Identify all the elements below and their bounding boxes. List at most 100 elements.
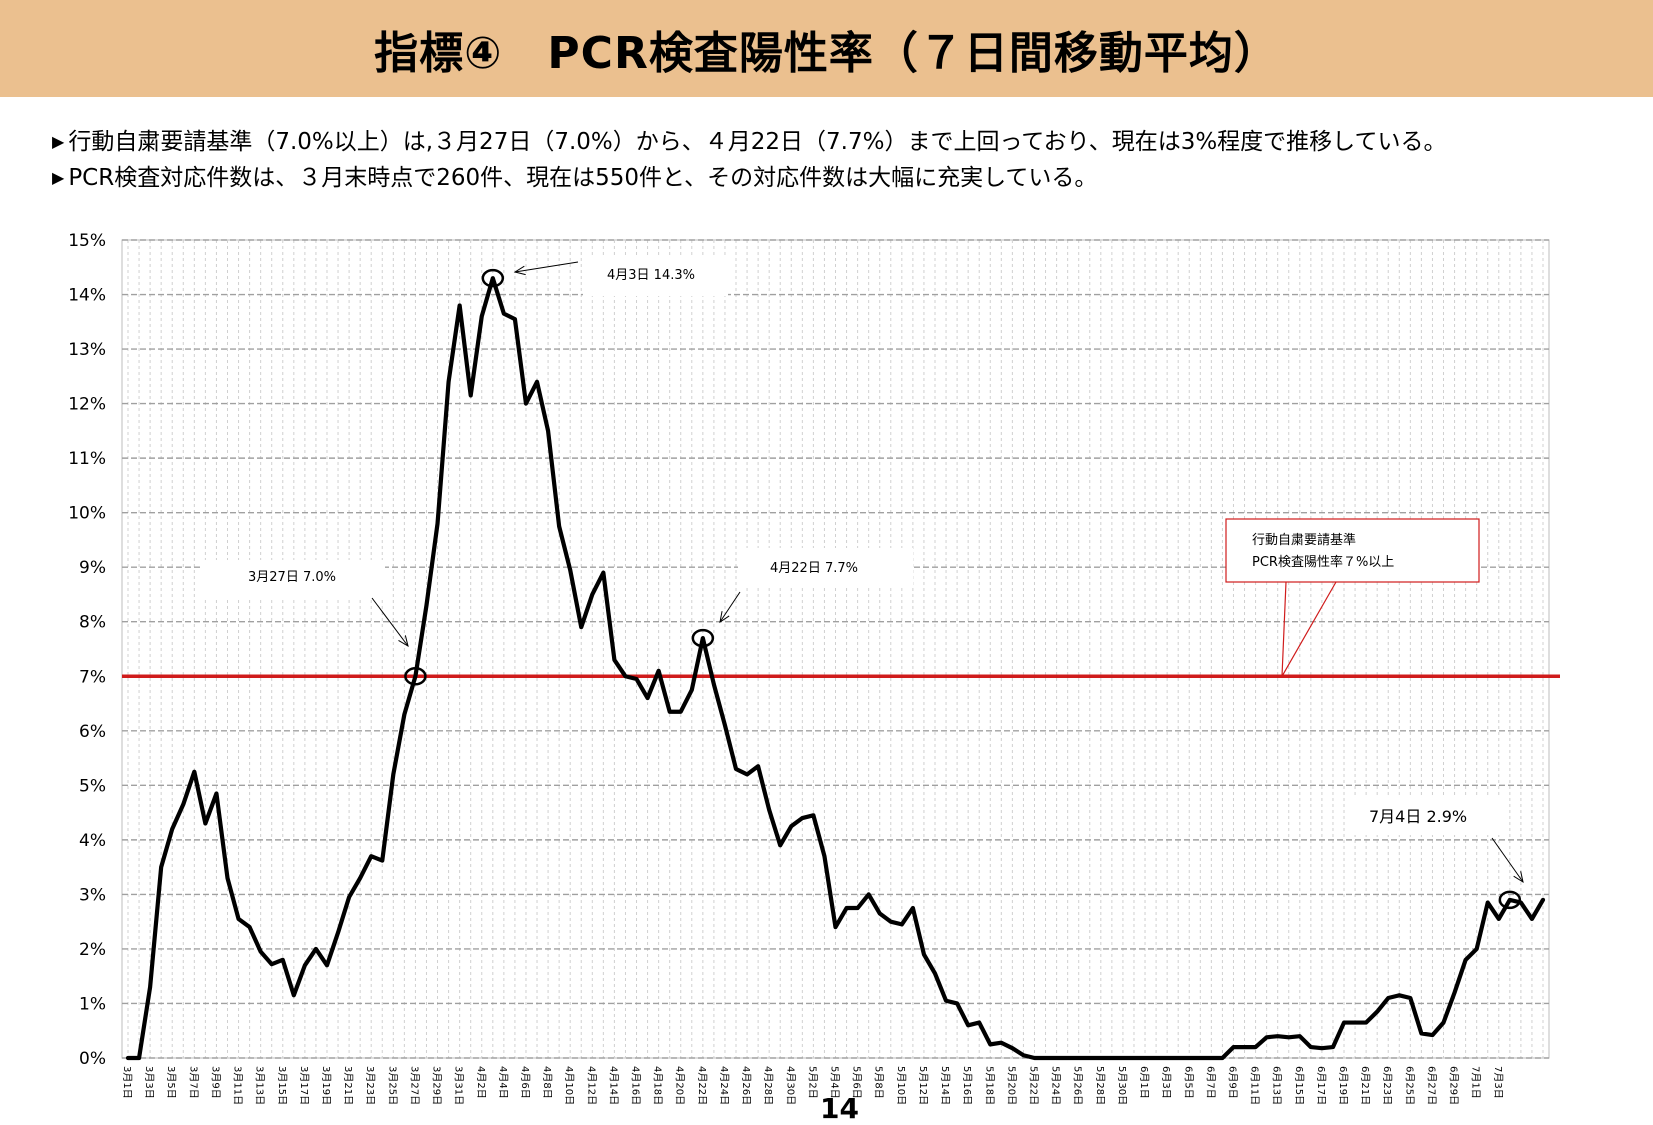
y-tick-label: 3% xyxy=(79,885,106,905)
x-tick-label: 3月27日 xyxy=(408,1066,420,1105)
x-tick-label: 4月2日 xyxy=(475,1066,487,1099)
annotation-circle xyxy=(404,667,427,686)
x-tick-label: 5月22日 xyxy=(1027,1066,1039,1105)
y-tick-label: 13% xyxy=(68,340,106,360)
x-tick-label: 4月22日 xyxy=(696,1066,708,1105)
x-tick-label: 5月30日 xyxy=(1116,1066,1128,1105)
annotation-circle xyxy=(481,268,505,288)
x-tick-label: 6月9日 xyxy=(1226,1066,1238,1099)
x-tick-label: 6月1日 xyxy=(1138,1066,1150,1099)
x-tick-label: 6月5日 xyxy=(1182,1066,1194,1099)
x-tick-label: 4月24日 xyxy=(718,1066,730,1105)
x-tick-label: 3月29日 xyxy=(431,1066,443,1105)
x-tick-label: 4月6日 xyxy=(519,1066,531,1099)
annotation-box xyxy=(738,548,913,588)
annotation-arrow xyxy=(514,261,579,273)
bullet-item: ▶ 行動自粛要請基準（7.0%以上）は,３月27日（7.0%）から、４月22日（7… xyxy=(52,124,1632,160)
x-tick-label: 5月28日 xyxy=(1094,1066,1106,1105)
y-tick-label: 9% xyxy=(79,558,106,578)
x-tick-label: 6月15日 xyxy=(1293,1066,1305,1105)
annotation-label: 7月4日 2.9% xyxy=(1369,807,1467,826)
x-tick-label: 7月1日 xyxy=(1470,1066,1482,1099)
y-tick-label: 11% xyxy=(68,449,106,469)
x-tick-label: 6月25日 xyxy=(1403,1066,1415,1105)
x-tick-label: 4月28日 xyxy=(762,1066,774,1105)
x-tick-label: 4月30日 xyxy=(784,1066,796,1105)
title-banner: 指標④ PCR検査陽性率（７日間移動平均） xyxy=(0,0,1653,97)
y-tick-label: 2% xyxy=(79,940,106,960)
annotation-arrowhead xyxy=(398,635,409,648)
annotation-arrow xyxy=(719,591,741,623)
x-tick-label: 5月12日 xyxy=(917,1066,929,1105)
x-tick-label: 5月10日 xyxy=(895,1066,907,1105)
bullet-arrow-icon: ▶ xyxy=(52,132,65,151)
x-tick-label: 4月4日 xyxy=(497,1066,509,1099)
y-tick-label: 12% xyxy=(68,395,106,415)
annotation-label: 4月3日 14.3% xyxy=(607,268,695,283)
annotation-arrowhead xyxy=(1513,871,1524,884)
x-tick-label: 6月13日 xyxy=(1271,1066,1283,1105)
x-tick-label: 4月8日 xyxy=(541,1066,553,1099)
annotation-arrow xyxy=(371,597,409,647)
threshold-callout-box xyxy=(1225,518,1480,583)
annotation-arrowhead xyxy=(513,265,526,276)
x-tick-label: 6月29日 xyxy=(1448,1066,1460,1105)
x-tick-label: 6月23日 xyxy=(1381,1066,1393,1105)
annotation-label: 3月27日 7.0% xyxy=(248,570,336,585)
x-tick-label: 3月25日 xyxy=(386,1066,398,1105)
page-title: 指標④ PCR検査陽性率（７日間移動平均） xyxy=(374,27,1279,79)
x-tick-label: 3月5日 xyxy=(165,1066,177,1099)
x-tick-label: 4月12日 xyxy=(585,1066,597,1105)
annotation-box xyxy=(1345,795,1500,835)
x-tick-label: 5月18日 xyxy=(983,1066,995,1105)
x-tick-label: 4月20日 xyxy=(674,1066,686,1105)
summary-bullets: ▶ 行動自粛要請基準（7.0%以上）は,３月27日（7.0%）から、４月22日（7… xyxy=(52,124,1632,196)
y-tick-label: 6% xyxy=(79,722,106,742)
annotation-box xyxy=(200,560,385,600)
x-tick-label: 5月16日 xyxy=(961,1066,973,1105)
threshold-label: PCR検査陽性率７%以上 xyxy=(1252,554,1394,570)
bullet-item: ▶ PCR検査対応件数は、３月末時点で260件、現在は550件と、その対応件数は大… xyxy=(52,160,1632,196)
x-tick-label: 4月18日 xyxy=(652,1066,664,1105)
annotation-circle xyxy=(691,628,715,648)
x-tick-label: 6月21日 xyxy=(1359,1066,1371,1105)
page-number: 14 xyxy=(820,1092,859,1125)
x-tick-label: 6月19日 xyxy=(1337,1066,1349,1105)
y-tick-label: 14% xyxy=(68,286,106,306)
annotation-arrowhead xyxy=(719,611,730,624)
series-line xyxy=(125,276,1546,1061)
x-tick-label: 7月3日 xyxy=(1492,1066,1504,1099)
x-tick-label: 6月27日 xyxy=(1425,1066,1437,1105)
x-tick-label: 6月11日 xyxy=(1249,1066,1261,1105)
x-tick-label: 3月31日 xyxy=(453,1066,465,1105)
x-tick-label: 6月3日 xyxy=(1160,1066,1172,1099)
x-tick-label: 3月7日 xyxy=(187,1066,199,1099)
threshold-label: 行動自粛要請基準 xyxy=(1252,532,1356,548)
y-tick-label: 10% xyxy=(68,504,106,524)
x-tick-label: 3月23日 xyxy=(364,1066,376,1105)
x-tick-label: 5月14日 xyxy=(939,1066,951,1105)
annotation-circle xyxy=(1498,890,1522,910)
x-tick-label: 3月11日 xyxy=(232,1066,244,1105)
y-tick-label: 15% xyxy=(68,231,106,251)
x-tick-label: 5月4日 xyxy=(829,1066,841,1099)
annotation-box xyxy=(583,256,728,296)
y-tick-label: 8% xyxy=(79,613,106,633)
x-tick-label: 5月6日 xyxy=(851,1066,863,1099)
x-tick-label: 3月21日 xyxy=(342,1066,354,1105)
x-tick-label: 3月13日 xyxy=(254,1066,266,1105)
x-tick-label: 3月19日 xyxy=(320,1066,332,1105)
x-tick-label: 5月2日 xyxy=(806,1066,818,1099)
bullet-arrow-icon: ▶ xyxy=(52,168,65,187)
annotation-label: 4月22日 7.7% xyxy=(770,561,858,576)
bullet-text: 行動自粛要請基準（7.0%以上）は,３月27日（7.0%）から、４月22日（7.… xyxy=(68,129,1447,155)
x-tick-label: 4月16日 xyxy=(630,1066,642,1105)
y-tick-label: 5% xyxy=(79,776,106,796)
x-tick-label: 5月24日 xyxy=(1050,1066,1062,1105)
x-tick-label: 3月17日 xyxy=(298,1066,310,1105)
x-tick-label: 3月15日 xyxy=(276,1066,288,1105)
x-tick-label: 5月8日 xyxy=(873,1066,885,1099)
y-tick-label: 0% xyxy=(79,1049,106,1069)
bullet-text: PCR検査対応件数は、３月末時点で260件、現在は550件と、その対応件数は大幅… xyxy=(68,165,1098,191)
